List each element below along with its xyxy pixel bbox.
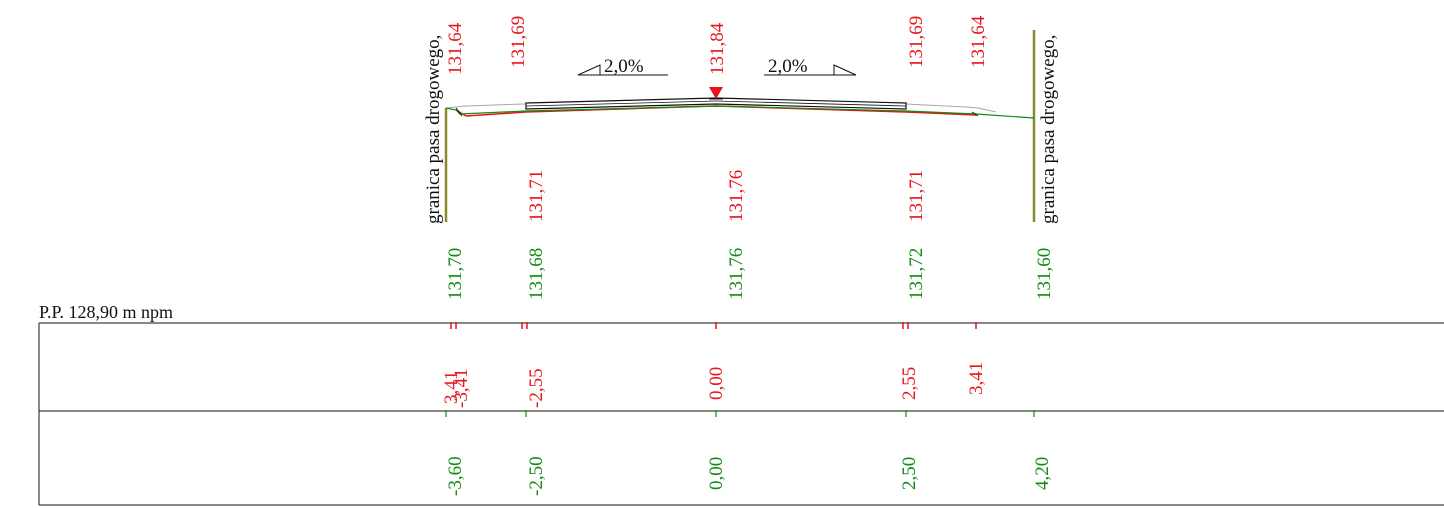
design-elevation: 131,64: [968, 15, 989, 68]
slope-right-arrow-icon: [833, 64, 857, 76]
right-boundary-label: granica pasa drogowego,: [1038, 35, 1059, 224]
terrain-offset: 0,00: [706, 457, 727, 490]
terrain-offset: 2,50: [899, 457, 920, 490]
terrain-elevation: 131,60: [1034, 248, 1055, 300]
road-profile: [444, 30, 1036, 222]
terrain-elevation: 131,70: [445, 248, 466, 300]
slope-right-label: 2,0%: [768, 56, 808, 77]
slope-left-arrow-icon: [577, 64, 601, 76]
top-design-elevations: 131,64 131,69 131,84 131,69 131,64: [445, 15, 989, 75]
lower-red-elevations: 131,71 131,76 131,71: [526, 170, 927, 222]
left-boundary-label: granica pasa drogowego,: [423, 35, 444, 224]
pavement-inner-line: [525, 100, 717, 107]
slope-left-label: 2,0%: [604, 56, 644, 77]
slope-indicators: 2,0% 2,0%: [577, 56, 857, 77]
design-elevation: 131,69: [906, 16, 927, 68]
axis-marker-icon: [709, 87, 723, 99]
terrain-offset: -3,60: [445, 456, 466, 496]
row1-ticks: [450, 322, 977, 329]
edge-tick: [455, 107, 463, 117]
pavement-layer: [525, 97, 907, 110]
design-offset: 2,55: [899, 367, 920, 400]
terrain-offset: 4,20: [1032, 457, 1053, 490]
design-offset: 3,41: [966, 362, 987, 395]
design-elevation: 131,64: [445, 22, 466, 75]
reference-plane-label: P.P. 128,90 m npm: [39, 302, 173, 322]
row2-offsets: -3,60 -2,50 0,00 2,50 4,20: [445, 456, 1053, 496]
design-elevation: 131,69: [508, 16, 529, 68]
terrain-line: [445, 105, 1035, 119]
terrain-elevation: 131,72: [906, 248, 927, 300]
design-elevation: 131,71: [526, 170, 547, 222]
boundary-labels: granica pasa drogowego, granica pasa dro…: [423, 35, 1059, 224]
design-offset: -3,41: [451, 368, 472, 408]
terrain-elevation: 131,76: [726, 248, 747, 300]
terrain-elevation: 131,68: [526, 248, 547, 300]
design-elevation: 131,71: [906, 170, 927, 222]
overlap-fragment: 3,41: [441, 371, 462, 404]
terrain-offset: -2,50: [526, 456, 547, 496]
row2-ticks: [445, 410, 1035, 417]
design-offset: -2,55: [526, 368, 547, 408]
offset-table: 3,41 -3,41 -2,55 0,00 2,55 3,41 -3,60 -2…: [38, 322, 1444, 506]
row1-offsets: 3,41 -3,41 -2,55 0,00 2,55 3,41: [441, 362, 987, 408]
pavement-inner-line: [715, 100, 907, 107]
design-elevation: 131,76: [726, 170, 747, 222]
edge-tick: [971, 111, 979, 117]
design-elevation: 131,84: [707, 22, 728, 75]
design-offset: 0,00: [706, 367, 727, 400]
terrain-elevations: 131,70 131,68 131,76 131,72 131,60: [445, 248, 1055, 300]
